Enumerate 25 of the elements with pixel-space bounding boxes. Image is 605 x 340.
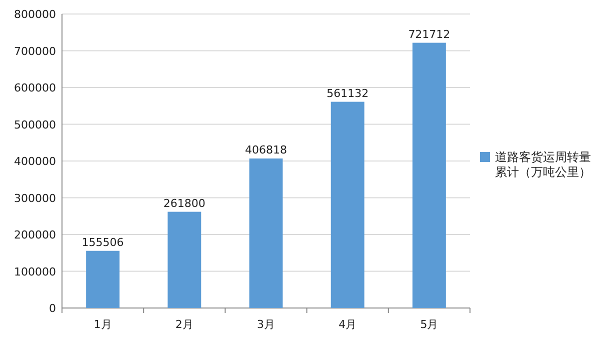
y-tick-label: 500000: [14, 118, 56, 132]
x-tick-label: 1月: [94, 318, 112, 331]
data-label: 155506: [82, 236, 124, 249]
legend-label: 道路客货运周转量累计（万吨公里）: [495, 150, 592, 180]
y-tick-label: 600000: [14, 82, 56, 94]
y-tick-label: 700000: [14, 44, 56, 58]
x-tick-label: 3月: [257, 318, 275, 331]
x-tick-label: 5月: [420, 318, 438, 331]
bar: [412, 42, 446, 308]
y-tick-label: 800000: [14, 8, 56, 21]
data-label: 561132: [326, 86, 369, 100]
data-label: 406818: [245, 143, 287, 156]
x-tick-label: 2月: [175, 318, 194, 331]
y-tick-label: 100000: [14, 265, 56, 278]
data-label: 721712: [408, 28, 450, 41]
y-tick-label: 0: [49, 302, 56, 315]
y-tick-label: 200000: [14, 228, 56, 242]
y-tick-label: 300000: [14, 192, 56, 205]
data-label: 261800: [163, 196, 206, 210]
x-tick-label: 4月: [338, 318, 357, 331]
bar: [86, 250, 120, 308]
bar: [330, 102, 364, 308]
y-tick-label: 400000: [14, 155, 56, 168]
bar: [168, 212, 202, 308]
bar: [249, 158, 283, 308]
